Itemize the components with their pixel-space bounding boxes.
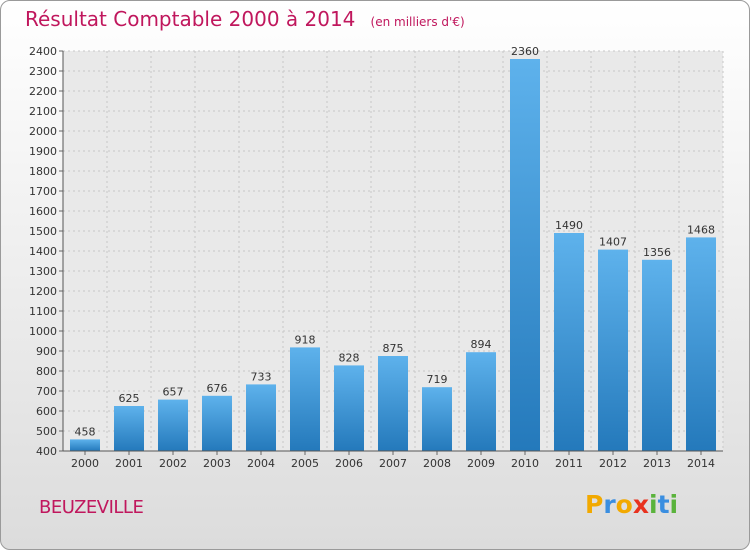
data-label-2010: 2360 [511,45,539,58]
data-label-2011: 1490 [555,219,583,232]
title-row: Résultat Comptable 2000 à 2014 (en milli… [25,7,465,31]
y-tick-label: 2300 [29,65,57,78]
bar-2011 [554,233,584,451]
logo-letter: i [649,490,658,519]
y-tick-label: 1400 [29,245,57,258]
y-tick-label: 1000 [29,325,57,338]
logo-letter: i [669,490,679,519]
y-tick-label: 400 [36,445,57,458]
logo-letter: x [632,490,649,519]
proxiti-logo: Proxiti [585,490,678,519]
bar-2001 [114,406,144,451]
x-tick-label: 2004 [247,457,275,470]
bar-2010 [510,59,540,451]
data-label-2013: 1356 [643,246,671,259]
x-tick-label: 2000 [71,457,99,470]
x-tick-label: 2009 [467,457,495,470]
y-tick-label: 1700 [29,185,57,198]
x-tick-label: 2012 [599,457,627,470]
data-label-2009: 894 [471,338,492,351]
bar-2006 [334,365,364,451]
x-tick-label: 2010 [511,457,539,470]
x-tick-label: 2014 [687,457,715,470]
data-label-2001: 625 [119,392,140,405]
logo-letter: o [615,490,633,519]
bar-2008 [422,387,452,451]
location-label: BEUZEVILLE [39,497,144,518]
x-tick-label: 2008 [423,457,451,470]
y-tick-label: 1200 [29,285,57,298]
bar-2014 [686,237,716,451]
x-tick-label: 2001 [115,457,143,470]
data-label-2003: 676 [207,382,228,395]
y-tick-label: 2400 [29,45,57,58]
y-tick-label: 1100 [29,305,57,318]
y-tick-label: 1500 [29,225,57,238]
logo-letter: t [657,490,670,519]
data-label-2007: 875 [383,342,404,355]
data-label-2002: 657 [163,386,184,399]
bar-2002 [158,399,188,451]
y-tick-label: 1900 [29,145,57,158]
x-tick-label: 2007 [379,457,407,470]
bar-2013 [642,259,672,451]
bar-2009 [466,352,496,451]
data-label-2012: 1407 [599,236,627,249]
x-tick-label: 2011 [555,457,583,470]
chart-title: Résultat Comptable 2000 à 2014 [25,7,356,31]
bar-2000 [70,439,100,451]
bar-2007 [378,356,408,451]
x-tick-label: 2002 [159,457,187,470]
y-tick-label: 2200 [29,85,57,98]
x-tick-label: 2006 [335,457,363,470]
y-tick-label: 1800 [29,165,57,178]
x-tick-label: 2005 [291,457,319,470]
bar-2005 [290,347,320,451]
y-tick-label: 1600 [29,205,57,218]
data-label-2005: 918 [295,333,316,346]
chart-unit: (en milliers d'€) [370,15,465,29]
y-tick-label: 800 [36,365,57,378]
bar-2003 [202,395,232,451]
x-tick-label: 2013 [643,457,671,470]
data-label-2006: 828 [339,351,360,364]
data-label-2000: 458 [75,425,96,438]
bar-2004 [246,384,276,451]
y-tick-label: 1300 [29,265,57,278]
y-tick-label: 500 [36,425,57,438]
bar-2012 [598,249,628,451]
y-tick-label: 900 [36,345,57,358]
y-tick-label: 2000 [29,125,57,138]
data-label-2004: 733 [251,370,272,383]
y-tick-label: 2100 [29,105,57,118]
data-label-2014: 1468 [687,223,715,236]
logo-letter: r [603,490,616,519]
data-label-2008: 719 [427,373,448,386]
y-tick-label: 600 [36,405,57,418]
x-tick-label: 2003 [203,457,231,470]
y-tick-label: 700 [36,385,57,398]
logo-letter: P [585,490,604,519]
